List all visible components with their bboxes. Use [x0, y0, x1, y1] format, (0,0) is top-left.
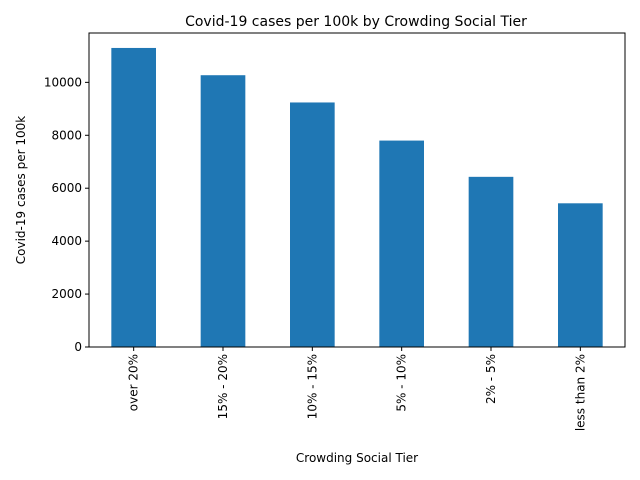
x-tick-label: 5% - 10% [395, 354, 409, 412]
bar [200, 75, 246, 348]
y-tick-label: 2000 [51, 287, 82, 301]
y-tick-label: 10000 [44, 75, 82, 89]
y-axis-ticks: 0 2000 4000 6000 8000 10000 [44, 75, 89, 354]
x-tick-label: less than 2% [573, 354, 587, 431]
x-tick-label: 2% - 5% [484, 354, 498, 404]
bar [379, 140, 424, 347]
y-tick-label: 4000 [51, 234, 82, 248]
bar [290, 102, 335, 347]
x-tick-label: 10% - 15% [305, 354, 319, 419]
x-axis-label: Crowding Social Tier [296, 451, 418, 465]
bars [111, 47, 603, 348]
bar [558, 203, 603, 347]
x-tick-label: 15% - 20% [216, 354, 230, 419]
y-axis-label: Covid-19 cases per 100k [14, 116, 28, 264]
bar [468, 176, 514, 347]
y-tick-label: 6000 [51, 181, 82, 195]
y-tick-label: 8000 [51, 128, 82, 142]
x-tick-label: over 20% [127, 354, 141, 411]
bar [111, 47, 156, 347]
plot-frame [88, 32, 626, 348]
x-axis-ticks: over 20% 15% - 20% 10% - 15% 5% - 10% 2% - 5… [127, 347, 587, 431]
chart-title: Covid-19 cases per 100k by Crowding Soci… [185, 14, 527, 30]
y-tick-label: 0 [74, 340, 82, 354]
